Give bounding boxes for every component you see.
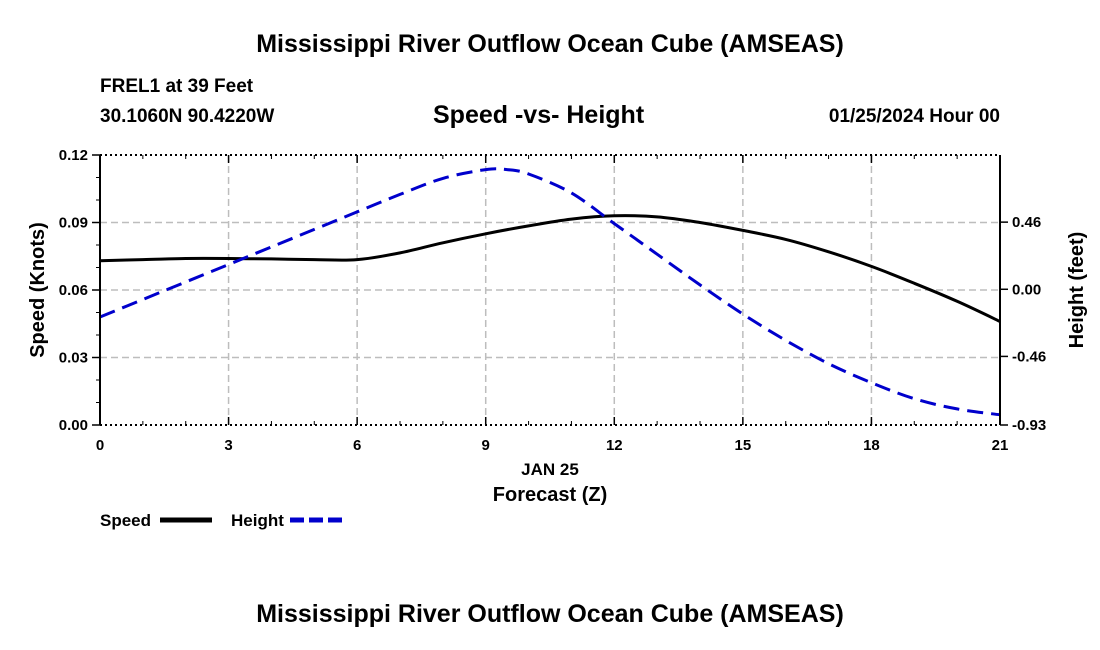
datetime-label: 01/25/2024 Hour 00 xyxy=(828,106,1000,127)
x-tick-label: 15 xyxy=(735,437,752,454)
y-tick-label: 0.03 xyxy=(59,350,88,367)
x-tick-label: 3 xyxy=(224,437,232,454)
x-tick-label: 6 xyxy=(353,437,361,454)
y-tick-label: 0.09 xyxy=(59,215,88,232)
height-series-line xyxy=(99,167,1001,417)
y-tick-label: 0.12 xyxy=(59,147,88,164)
y2-tick-label: 0.46 xyxy=(1012,214,1041,231)
y2-tick-label: 0.00 xyxy=(1012,281,1041,298)
axis-ticks: 0 3 6 9 12 15 18 21 0.00 0.03 0.06 0.09 0.12 -0.93 -0.… xyxy=(59,147,1046,454)
footer-title: Mississippi River Outflow Ocean Cube (AM… xyxy=(256,600,844,628)
y2-tick-label: -0.93 xyxy=(1012,417,1046,434)
y-axis-label: Speed (Knots) xyxy=(27,222,49,358)
coordinates-label: 30.1060N 90.4220W xyxy=(100,106,275,127)
x-tick-label: 0 xyxy=(96,437,104,454)
series-layer xyxy=(99,167,1001,417)
y-tick-label: 0.00 xyxy=(59,417,88,434)
x-tick-label: 18 xyxy=(863,437,880,454)
main-title: Mississippi River Outflow Ocean Cube (AM… xyxy=(256,30,844,58)
y2-axis-label: Height (feet) xyxy=(1066,232,1088,349)
x-tick-label: 12 xyxy=(606,437,623,454)
y2-tick-label: -0.46 xyxy=(1012,348,1046,365)
x-date-label: JAN 25 xyxy=(521,460,579,479)
legend-speed-label: Speed xyxy=(100,511,151,530)
grid xyxy=(100,155,1000,425)
x-tick-label: 21 xyxy=(992,437,1009,454)
legend-height-label: Height xyxy=(231,511,284,530)
speed-series-line xyxy=(99,214,1001,323)
x-tick-label: 9 xyxy=(482,437,490,454)
legend: Speed Height xyxy=(100,511,342,530)
x-axis-label: Forecast (Z) xyxy=(493,484,607,506)
y-tick-label: 0.06 xyxy=(59,282,88,299)
station-label: FREL1 at 39 Feet xyxy=(100,76,254,97)
chart-title: Speed -vs- Height xyxy=(433,101,645,129)
